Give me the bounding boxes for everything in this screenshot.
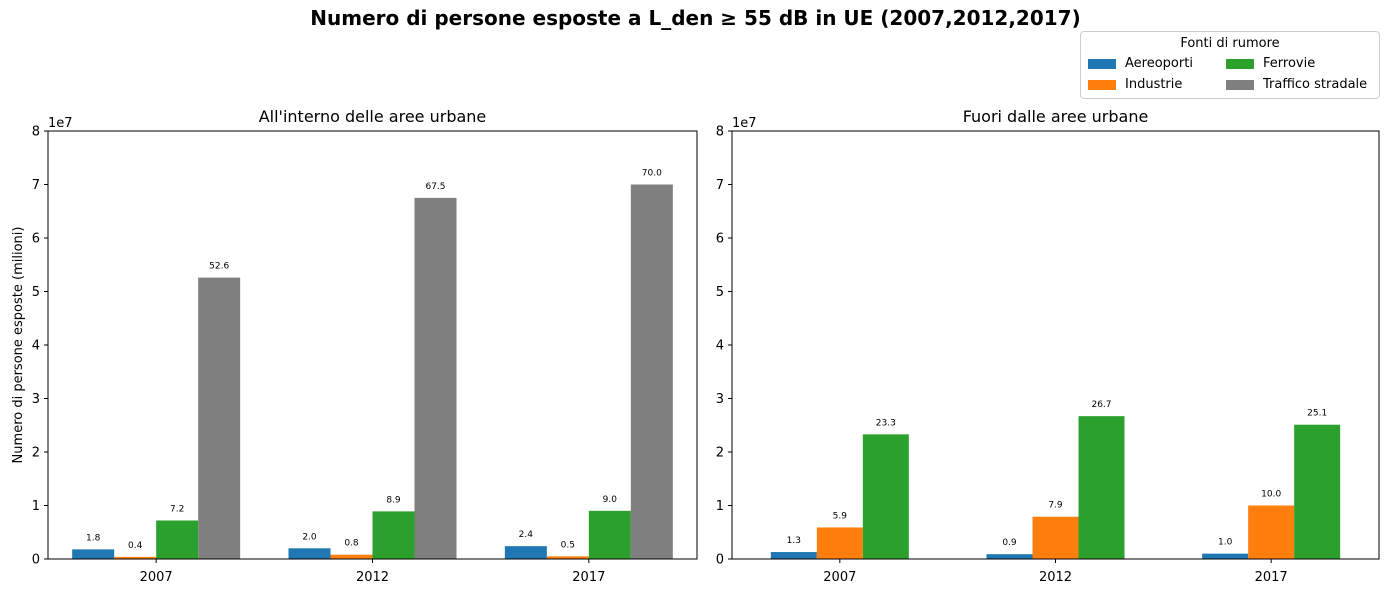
y-tick-label-inside-6: 6: [32, 232, 40, 247]
y-tick-label-inside-8: 8: [32, 125, 40, 140]
bar-outside-ferrovie-2012: [1078, 416, 1125, 559]
value-label-inside-industrie-2007: 0.4: [128, 541, 143, 551]
y-tick-label-inside-7: 7: [32, 178, 40, 193]
bar-inside-ferrovie-2012: [372, 511, 415, 559]
y-tick-label-outside-4: 4: [716, 339, 724, 354]
bar-inside-aereoporti-2012: [288, 548, 331, 559]
bar-outside-aereoporti-2012: [986, 554, 1033, 559]
plot-frame-inside: [47, 130, 698, 560]
legend-item-traffico-stradale: Traffico stradale: [1226, 77, 1367, 93]
bar-outside-ferrovie-2017: [1294, 424, 1341, 559]
legend-swatch-traffico-stradale: [1226, 79, 1254, 90]
bar-inside-aereoporti-2007: [72, 549, 115, 559]
legend: Fonti di rumore Aereoporti Ferrovie Indu…: [1080, 31, 1380, 99]
bar-outside-industrie-2017: [1248, 505, 1295, 559]
figure-title: Numero di persone esposte a L_den ≥ 55 d…: [310, 6, 1081, 30]
legend-swatch-ferrovie: [1226, 58, 1254, 69]
x-tick-label-outside-2017: 2017: [1255, 570, 1288, 585]
value-label-outside-aereoporti-2007: 1.3: [787, 536, 801, 546]
value-label-outside-ferrovie-2007: 23.3: [876, 418, 896, 428]
bar-inside-aereoporti-2017: [504, 546, 547, 559]
value-label-inside-industrie-2012: 0.8: [344, 539, 359, 549]
bar-inside-industrie-2007: [114, 556, 157, 559]
legend-label-aereoporti: Aereoporti: [1125, 56, 1193, 71]
x-tick-label-inside-2007: 2007: [140, 570, 173, 585]
legend-swatch-aereoporti: [1088, 58, 1116, 69]
y-tick-label-outside-7: 7: [716, 178, 724, 193]
y-tick-label-outside-3: 3: [716, 392, 724, 407]
value-label-inside-traffico-stradale-2007: 52.6: [209, 262, 229, 272]
bar-inside-ferrovie-2007: [156, 520, 199, 559]
bar-inside-traffico-stradale-2012: [414, 197, 457, 559]
value-label-inside-ferrovie-2012: 8.9: [386, 495, 401, 505]
value-label-inside-ferrovie-2017: 9.0: [603, 495, 618, 505]
value-label-inside-aereoporti-2017: 2.4: [519, 530, 534, 540]
bar-outside-industrie-2007: [816, 527, 863, 559]
y-tick-label-outside-2: 2: [716, 446, 724, 461]
value-label-inside-traffico-stradale-2012: 67.5: [425, 182, 445, 192]
bar-inside-traffico-stradale-2007: [198, 277, 241, 559]
legend-label-industrie: Industrie: [1125, 77, 1183, 92]
bar-inside-traffico-stradale-2017: [630, 184, 673, 559]
y-tick-label-outside-5: 5: [716, 285, 724, 300]
x-tick-label-inside-2012: 2012: [356, 570, 389, 585]
bar-inside-industrie-2017: [546, 556, 589, 559]
bar-inside-ferrovie-2017: [588, 510, 631, 559]
bar-outside-aereoporti-2017: [1202, 553, 1249, 559]
value-label-inside-aereoporti-2007: 1.8: [86, 533, 101, 543]
value-label-outside-industrie-2017: 10.0: [1261, 490, 1281, 500]
value-label-outside-aereoporti-2017: 1.0: [1218, 538, 1233, 548]
y-tick-label-inside-1: 1: [32, 499, 40, 514]
value-label-inside-ferrovie-2007: 7.2: [170, 504, 184, 514]
legend-item-aereoporti: Aereoporti: [1088, 56, 1193, 72]
value-label-outside-ferrovie-2012: 26.7: [1091, 400, 1111, 410]
y-tick-label-inside-3: 3: [32, 392, 40, 407]
value-label-outside-industrie-2012: 7.9: [1048, 501, 1063, 511]
y-tick-label-outside-1: 1: [716, 499, 724, 514]
x-tick-label-inside-2017: 2017: [572, 570, 605, 585]
y-tick-label-outside-8: 8: [716, 125, 724, 140]
subplot-title-outside: Fuori dalle aree urbane: [963, 107, 1149, 126]
y-tick-label-inside-2: 2: [32, 446, 40, 461]
subplot-title-inside: All'interno delle aree urbane: [259, 107, 487, 126]
bar-inside-industrie-2012: [330, 554, 373, 559]
x-tick-label-outside-2007: 2007: [823, 570, 856, 585]
value-label-inside-aereoporti-2012: 2.0: [302, 532, 317, 542]
legend-label-traffico-stradale: Traffico stradale: [1263, 77, 1368, 92]
y-tick-label-outside-0: 0: [716, 553, 724, 568]
y-tick-label-outside-6: 6: [716, 232, 724, 247]
bar-outside-industrie-2012: [1032, 516, 1079, 559]
plot-frame-outside: [731, 130, 1380, 560]
legend-item-industrie: Industrie: [1088, 77, 1182, 93]
value-label-inside-industrie-2017: 0.5: [561, 540, 575, 550]
value-label-outside-industrie-2007: 5.9: [833, 511, 848, 521]
y-axis-label-inside: Numero di persone esposte (milioni): [11, 227, 26, 464]
y-tick-label-inside-0: 0: [32, 553, 40, 568]
value-label-inside-traffico-stradale-2017: 70.0: [642, 169, 662, 179]
bar-outside-aereoporti-2007: [770, 552, 817, 559]
offset-label-inside: 1e7: [48, 116, 73, 131]
value-label-outside-aereoporti-2012: 0.9: [1002, 538, 1017, 548]
legend-title: Fonti di rumore: [1180, 36, 1280, 51]
y-tick-label-inside-4: 4: [32, 339, 40, 354]
bar-outside-ferrovie-2007: [862, 434, 909, 559]
legend-swatch-industrie: [1088, 79, 1116, 90]
legend-item-ferrovie: Ferrovie: [1226, 56, 1315, 72]
value-label-outside-ferrovie-2017: 25.1: [1307, 409, 1327, 419]
legend-label-ferrovie: Ferrovie: [1263, 56, 1316, 71]
y-tick-label-inside-5: 5: [32, 285, 40, 300]
offset-label-outside: 1e7: [732, 116, 757, 131]
x-tick-label-outside-2012: 2012: [1039, 570, 1072, 585]
